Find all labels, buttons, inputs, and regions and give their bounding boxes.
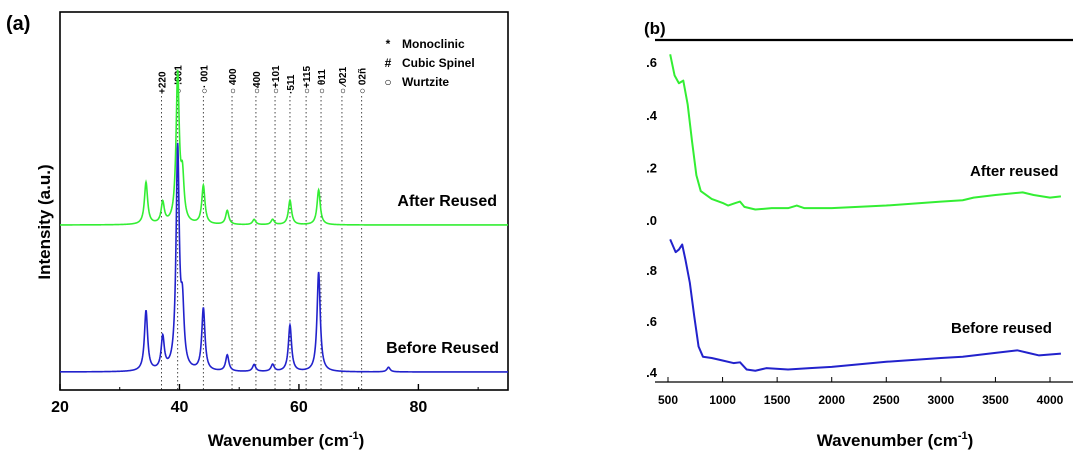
panel-b-label: (b): [644, 19, 666, 38]
reference-label: ○ !001: [174, 65, 185, 94]
x-tick-label: 40: [171, 399, 189, 416]
reference-label: ○ ⁄021: [338, 66, 349, 94]
legend-label: Monoclinic: [402, 37, 465, 51]
series-label: After Reused: [397, 193, 497, 210]
y-tick-label: .8: [646, 263, 657, 278]
reference-label: ○· 001: [199, 65, 210, 94]
y-tick-label: .4: [646, 365, 658, 380]
legend-symbol: *: [386, 37, 391, 51]
reference-label: ○+115: [302, 66, 313, 94]
reference-label: ·511: [286, 74, 297, 94]
x-tick-label: 2500: [873, 393, 900, 407]
x-tick-label: 2000: [818, 393, 845, 407]
reference-label: ○ 400: [228, 68, 239, 94]
series-line: [60, 142, 508, 373]
series-line: [669, 54, 1062, 211]
x-tick-label: 60: [290, 399, 308, 416]
series-label: Before Reused: [386, 340, 499, 357]
series-line: [669, 239, 1061, 372]
x-tick-label: 500: [658, 393, 678, 407]
reference-label: ○400: [252, 71, 263, 94]
reference-label: ○ θ11: [317, 69, 328, 94]
legend-symbol: ○: [384, 75, 391, 89]
x-tick-label: 1500: [764, 393, 791, 407]
x-tick-label: 3500: [982, 393, 1009, 407]
y-tick-label: .0: [646, 213, 657, 228]
x-tick-label: 1000: [709, 393, 736, 407]
panel-a-frame: [59, 11, 509, 391]
panel-a-plot: 20 40 60 80 +220 ○ !001 ○· 001 ○ 400 ○400 ○+101 ·5…: [51, 37, 508, 416]
panel-b-xlabel: Wavenumber (cm-1): [817, 430, 974, 450]
panel-b-plot: 500 1000 1500 2000 2500 3000 3500 4000 .6 .4 .2 .0.…: [646, 38, 1073, 407]
x-tick-label: 3000: [928, 393, 955, 407]
legend-label: Wurtzite: [402, 75, 449, 89]
legend-symbol: #: [385, 56, 392, 70]
series-label: Before reused: [951, 320, 1052, 337]
series-line: [60, 69, 508, 226]
x-tick-label: 4000: [1037, 393, 1064, 407]
legend-label: Cubic Spinel: [402, 56, 475, 70]
panel-a-ylabel: Intensity (a.u.): [35, 164, 54, 279]
y-tick-label: .6: [646, 55, 657, 70]
panel-a-label: (a): [6, 13, 30, 35]
series-label: After reused: [970, 163, 1058, 180]
x-tick-label: 80: [410, 399, 428, 416]
panel-a-xlabel: Wavenumber (cm-1): [208, 430, 365, 450]
reference-label: ○ 02ñ: [358, 68, 369, 94]
x-tick-label: 20: [51, 399, 69, 416]
reference-label: +220: [158, 71, 169, 94]
y-tick-label: .4: [646, 108, 658, 123]
y-tick-label: .2: [646, 160, 657, 175]
reference-label: ○+101: [271, 65, 282, 94]
y-tick-label: .6: [646, 314, 657, 329]
